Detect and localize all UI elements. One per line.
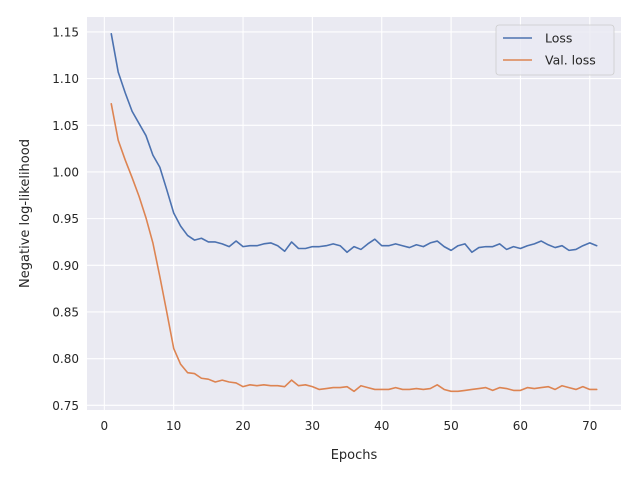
legend: Loss Val. loss	[495, 24, 615, 76]
x-tick-label: 50	[443, 419, 458, 433]
y-tick-label: 1.10	[52, 72, 79, 86]
series-line-val-loss	[110, 103, 598, 393]
x-tick-label: 60	[513, 419, 528, 433]
y-gridlines	[87, 31, 621, 406]
x-tick-label: 40	[374, 419, 389, 433]
y-tick-labels: 0.75 0.80 0.85 0.90 0.95 1.00 1.05 1.10 1.15	[52, 25, 79, 412]
x-tick-label: 30	[305, 419, 320, 433]
y-tick-label: 0.95	[52, 212, 79, 226]
y-axis-label: Negative log-likelihood	[18, 139, 33, 288]
x-tick-label: 0	[101, 419, 109, 433]
x-gridlines	[103, 17, 591, 410]
x-tick-labels: 0 10 20 30 40 50 60 70	[101, 419, 598, 433]
y-tick-label: 1.05	[52, 119, 79, 133]
legend-label-loss: Loss	[545, 31, 572, 46]
y-tick-label: 0.85	[52, 305, 79, 319]
x-tick-label: 10	[166, 419, 181, 433]
series-layer	[110, 32, 598, 393]
x-axis-label: Epochs	[331, 448, 378, 463]
x-tick-label: 70	[582, 419, 597, 433]
y-tick-label: 0.80	[52, 352, 79, 366]
y-tick-label: 0.75	[52, 399, 79, 413]
plot-background	[87, 17, 621, 410]
y-tick-label: 1.15	[52, 25, 79, 39]
legend-label-val-loss: Val. loss	[545, 53, 596, 68]
y-tick-label: 1.00	[52, 165, 79, 179]
series-line-loss	[110, 32, 598, 254]
x-tick-label: 20	[235, 419, 250, 433]
y-tick-label: 0.90	[52, 259, 79, 273]
